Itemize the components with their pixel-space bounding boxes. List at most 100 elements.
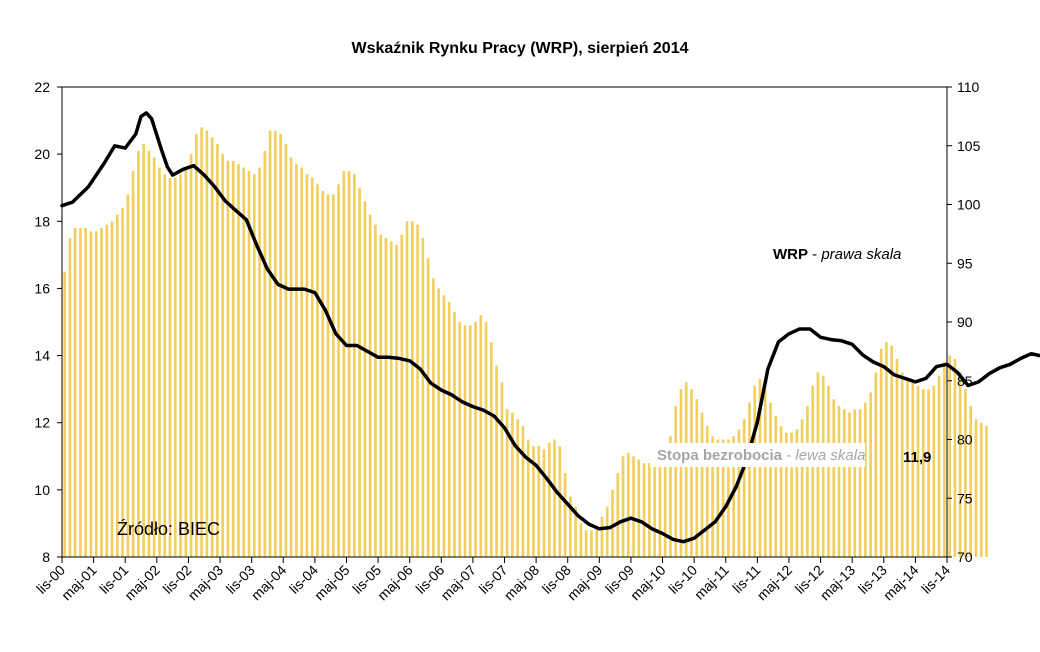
unemployment-bar	[763, 389, 767, 557]
wrp-axis-note: prawa skala	[820, 246, 901, 263]
left-tick-label: 20	[34, 146, 50, 162]
unemployment-bar	[579, 523, 583, 557]
unemployment-bar	[911, 382, 915, 557]
unemployment-bar	[468, 325, 472, 557]
unemployment-bar	[242, 167, 246, 557]
unemployment-bar	[210, 137, 214, 558]
right-tick-label: 70	[957, 549, 973, 565]
unemployment-bar	[637, 459, 641, 557]
unemployment-bar	[484, 322, 488, 557]
unemployment-bar	[500, 382, 504, 557]
unemployment-bar	[263, 150, 267, 558]
unemployment-bar	[553, 439, 556, 557]
unemployment-bar	[921, 389, 925, 557]
x-tick-label: maj-05	[311, 562, 353, 604]
unemployment-bar	[737, 429, 741, 557]
right-tick-label: 95	[957, 255, 973, 271]
unemployment-bar	[848, 412, 851, 557]
unemployment-bar	[616, 473, 620, 557]
left-tick-label: 12	[34, 415, 50, 431]
x-tick-label: maj-10	[627, 562, 669, 604]
unemployment-bar	[690, 389, 693, 557]
unemployment-bar	[73, 228, 77, 557]
unemployment-bar	[384, 238, 388, 557]
unemployment-bar	[795, 429, 799, 557]
unemployment-bar	[490, 342, 493, 557]
unemployment-bar	[505, 409, 509, 557]
source-label: Źródło: BIEC	[117, 519, 220, 539]
unemployment-bar	[558, 446, 562, 557]
unemployment-bar	[785, 432, 788, 557]
unemployment-bar	[331, 194, 335, 557]
unemployment-bar	[800, 419, 804, 557]
unemployment-bar	[827, 385, 830, 557]
unemployment-bar	[769, 402, 772, 557]
plot-area	[62, 87, 947, 557]
unemployment-bar	[626, 452, 630, 557]
unemployment-bar	[716, 439, 720, 557]
unemployment-bar	[68, 238, 72, 557]
unemployment-bar	[790, 432, 793, 557]
unemployment-bar	[94, 231, 98, 558]
x-tick-label: maj-14	[880, 562, 922, 604]
unemployment-bar	[669, 436, 672, 557]
unemployment-bar	[632, 456, 635, 557]
unemployment-bar	[742, 419, 746, 557]
unemployment-bar	[347, 170, 351, 557]
unemployment-bar	[316, 184, 319, 558]
unemployment-bar	[137, 150, 140, 558]
left-tick-label: 8	[42, 549, 50, 565]
unemployment-bar	[874, 372, 878, 557]
unemployment-bar	[205, 130, 209, 557]
unemployment-bar	[706, 426, 709, 557]
unemployment-bar	[358, 187, 361, 557]
unemployment-bar	[116, 214, 119, 557]
x-tick-label: lis-14	[918, 562, 953, 597]
unemployment-separator: -	[786, 447, 795, 464]
unemployment-bar	[279, 134, 282, 557]
unemployment-bar	[858, 409, 862, 557]
unemployment-bar	[969, 405, 973, 557]
right-tick-label: 85	[957, 373, 973, 389]
unemployment-bar	[937, 375, 941, 557]
unemployment-bar	[63, 271, 66, 557]
unemployment-bar	[226, 160, 230, 558]
unemployment-bar	[89, 231, 93, 558]
x-tick-label: maj-07	[437, 562, 479, 604]
unemployment-bar	[584, 530, 588, 557]
unemployment-bar	[147, 150, 151, 558]
unemployment-bar	[421, 238, 425, 557]
unemployment-bar	[142, 144, 145, 557]
unemployment-bar	[400, 234, 404, 557]
x-axis-ticks: lis-00maj-01lis-01maj-02lis-02maj-03lis-…	[33, 557, 953, 603]
unemployment-bar	[353, 174, 356, 558]
unemployment-bar	[337, 184, 340, 558]
unemployment-bar	[521, 426, 525, 557]
unemployment-bar	[189, 154, 193, 557]
unemployment-bar	[732, 436, 735, 557]
unemployment-bar	[479, 315, 483, 557]
x-tick-label: maj-06	[374, 562, 416, 604]
unemployment-bar	[268, 130, 272, 557]
unemployment-bar	[642, 463, 646, 557]
x-tick-label: maj-08	[501, 562, 543, 604]
unemployment-bar	[437, 288, 440, 557]
unemployment-bar	[885, 342, 888, 557]
x-tick-label: maj-09	[564, 562, 606, 604]
unemployment-bar	[100, 228, 103, 557]
last-value-label: 11,9	[903, 449, 931, 466]
unemployment-bar	[289, 157, 293, 557]
unemployment-bar	[374, 224, 377, 557]
unemployment-bar	[590, 530, 593, 557]
unemployment-bar	[779, 426, 783, 557]
unemployment-bar	[695, 399, 699, 557]
right-tick-label: 105	[957, 138, 981, 154]
right-tick-label: 80	[957, 432, 973, 448]
unemployment-bar	[900, 372, 904, 557]
unemployment-bar	[648, 463, 651, 557]
right-tick-label: 75	[957, 490, 973, 506]
unemployment-legend-label: Stopa bezrobocia - lewa skala	[657, 447, 865, 464]
unemployment-bar	[326, 194, 330, 557]
unemployment-bar	[700, 412, 704, 557]
unemployment-bar	[869, 392, 872, 557]
